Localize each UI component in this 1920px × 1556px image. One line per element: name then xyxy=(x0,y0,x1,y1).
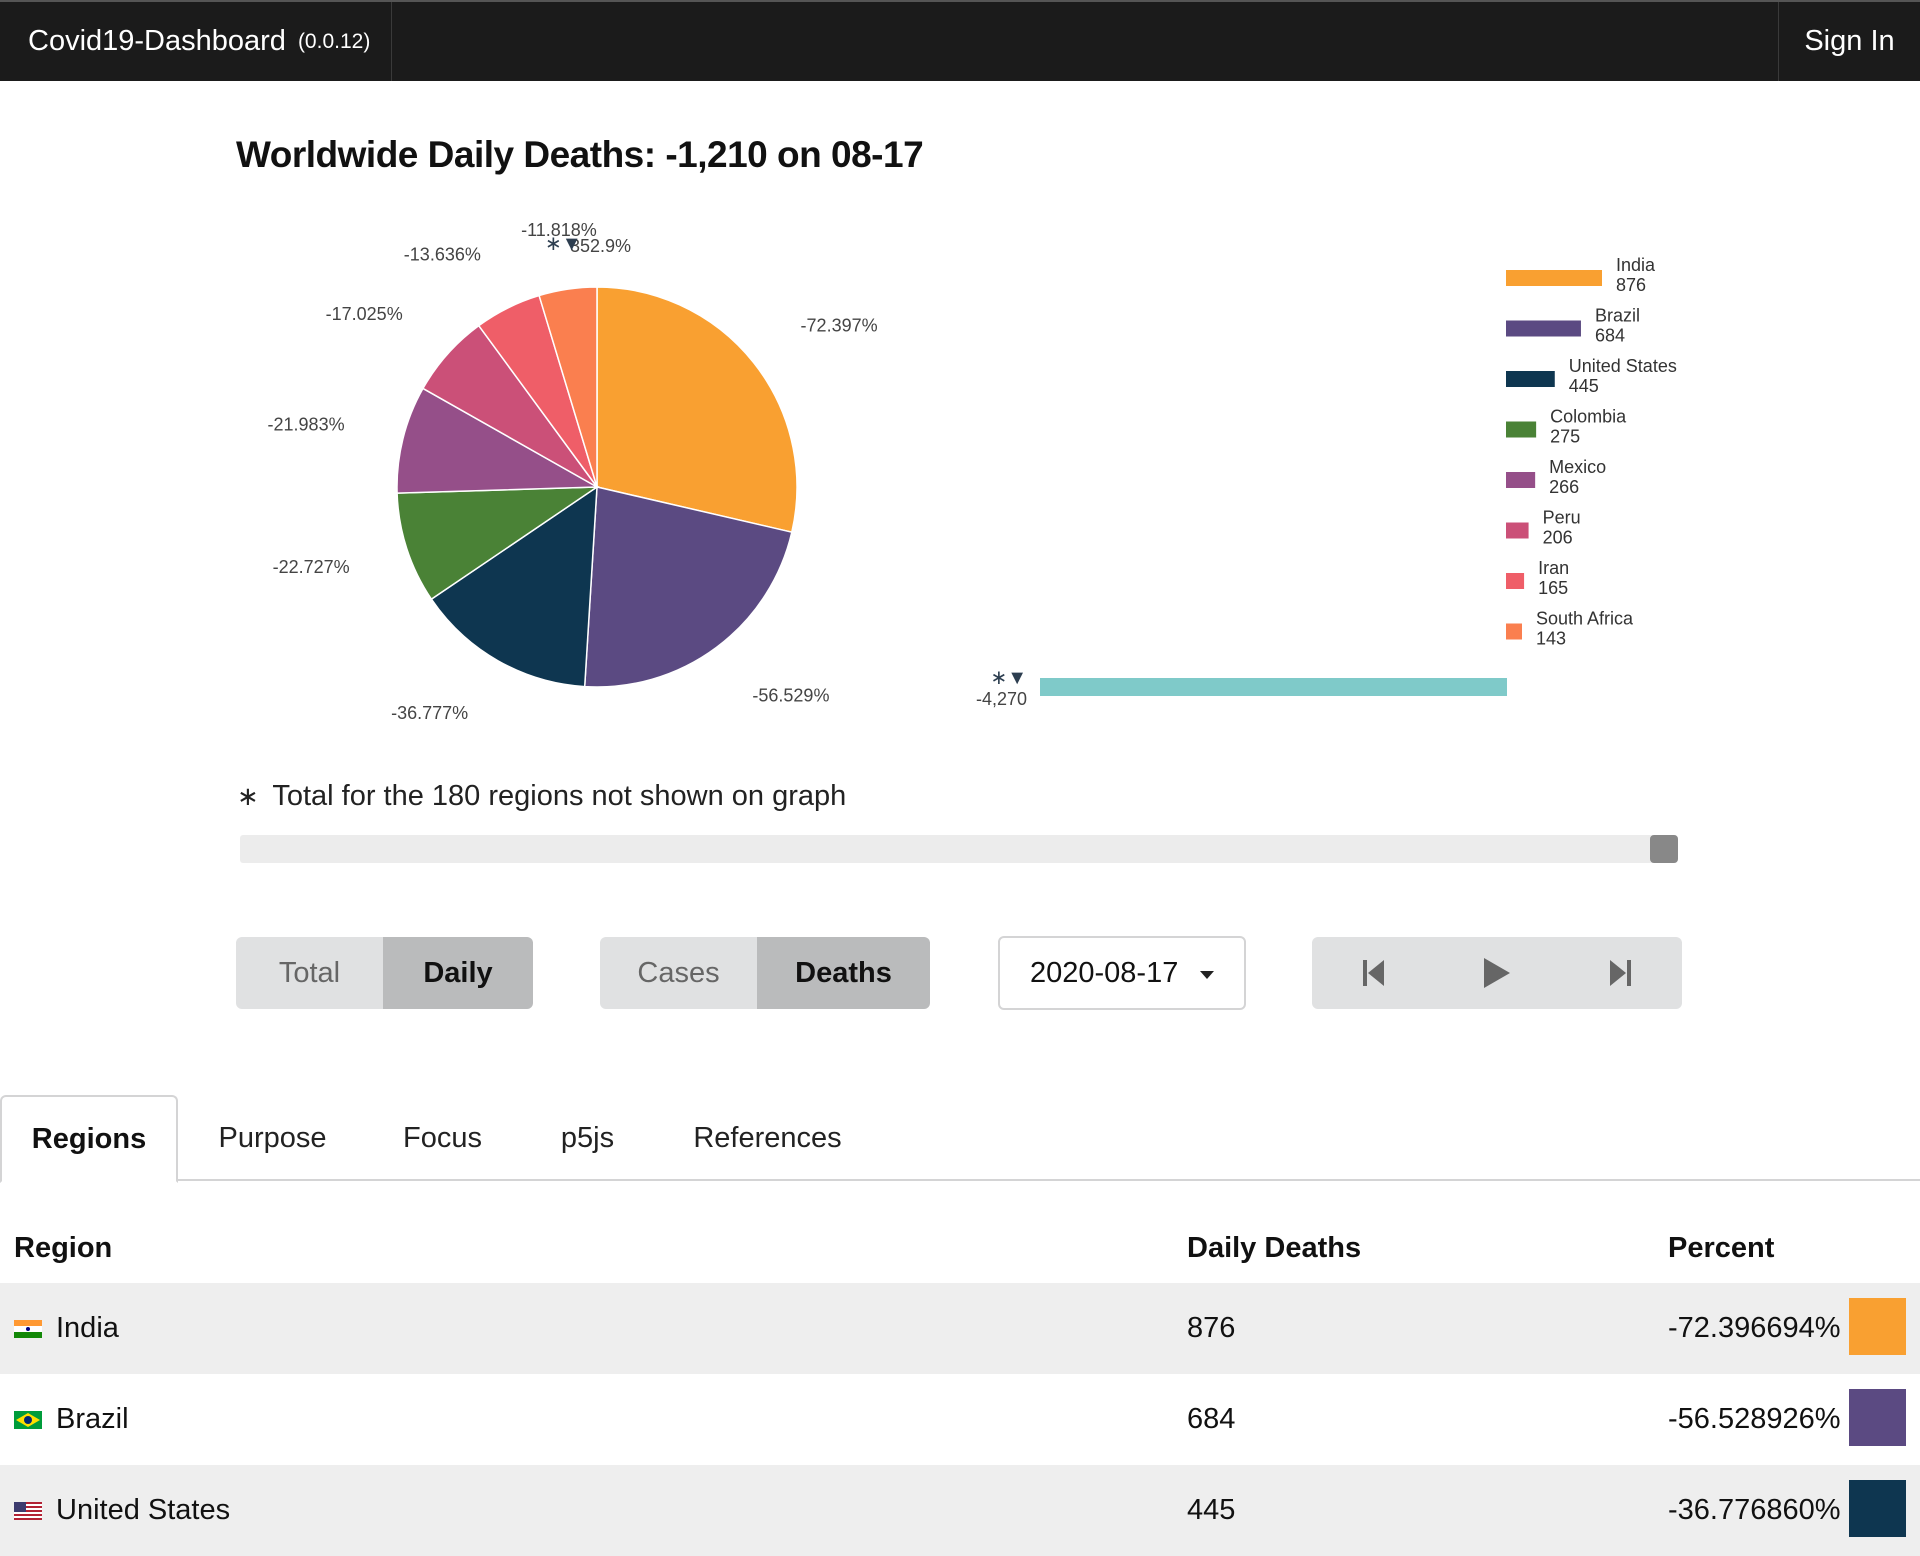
legend-value: 876 xyxy=(1616,275,1646,295)
footnote-text: Total for the 180 regions not shown on g… xyxy=(272,780,847,812)
region-name: India xyxy=(56,1312,119,1344)
pie-slice-colombia xyxy=(396,486,600,601)
chart-title: Worldwide Daily Deaths: -1,210 on 08-17 xyxy=(236,134,924,175)
slice-percent-label: -22.727% xyxy=(273,557,350,577)
total-button[interactable]: Total xyxy=(236,937,383,1009)
legend-swatch xyxy=(1506,371,1555,387)
pie-slice-brazil xyxy=(583,486,793,688)
top-navbar: Covid19-Dashboard (0.0.12) Sign In xyxy=(0,0,1920,81)
percent-value: -36.776860% xyxy=(1668,1494,1841,1526)
header-region[interactable]: Region xyxy=(14,1232,113,1264)
legend-swatch xyxy=(1506,522,1529,539)
metric-toggle: Cases Deaths xyxy=(600,937,930,1009)
daily-deaths-value: 684 xyxy=(1187,1403,1236,1435)
color-swatch xyxy=(1849,1389,1906,1446)
legend-swatch xyxy=(1506,421,1537,438)
legend-swatch xyxy=(1506,270,1602,286)
brazil-flag-icon xyxy=(14,1410,42,1429)
table-row[interactable]: India 876 -72.396694% xyxy=(0,1283,1920,1374)
pie-slice-india xyxy=(596,286,798,534)
india-flag-icon xyxy=(14,1319,42,1338)
pie-slice-united-states xyxy=(430,485,598,688)
daily-button[interactable]: Daily xyxy=(383,937,533,1009)
sign-in-button[interactable]: Sign In xyxy=(1778,2,1920,81)
playback-controls xyxy=(1312,937,1682,1009)
slice-percent-label: -13.636% xyxy=(404,244,481,264)
daily-deaths-value: 445 xyxy=(1187,1494,1236,1526)
legend-value: 445 xyxy=(1569,376,1599,396)
mode-toggle: Total Daily xyxy=(236,937,533,1009)
legend-name: India xyxy=(1616,255,1656,275)
deaths-button[interactable]: Deaths xyxy=(757,937,930,1009)
other-percent-label: 352.9% xyxy=(570,236,631,256)
legend-value: 206 xyxy=(1543,528,1573,548)
header-daily-deaths[interactable]: Daily Deaths xyxy=(1187,1232,1362,1264)
legend-swatch xyxy=(1506,320,1581,337)
pie-slice-south-africa xyxy=(538,286,598,488)
daily-deaths-value: 876 xyxy=(1187,1312,1236,1344)
other-bar-value: -4,270 xyxy=(976,689,1027,709)
other-regions-bar xyxy=(1040,678,1507,696)
legend-value: 143 xyxy=(1536,629,1566,649)
slice-percent-label: -36.777% xyxy=(391,703,468,723)
app-version: (0.0.12) xyxy=(297,29,371,53)
table-row[interactable]: United States 445 -36.776860% xyxy=(0,1465,1920,1556)
play-icon[interactable] xyxy=(1467,943,1527,1003)
tab-p5js[interactable]: p5js xyxy=(560,1121,615,1154)
tab-regions[interactable]: Regions xyxy=(0,1095,178,1183)
footnote: ∗ Total for the 180 regions not shown on… xyxy=(237,780,846,813)
color-swatch xyxy=(1849,1480,1906,1537)
slice-percent-label: -21.983% xyxy=(268,415,345,435)
legend-value: 266 xyxy=(1549,477,1579,497)
app-name: Covid19-Dashboard xyxy=(28,25,286,57)
tab-references[interactable]: References xyxy=(693,1121,842,1154)
legend-name: Mexico xyxy=(1549,457,1606,477)
tab-focus[interactable]: Focus xyxy=(403,1121,482,1154)
date-dropdown[interactable]: 2020-08-17 xyxy=(998,936,1246,1010)
legend-name: South Africa xyxy=(1536,609,1634,629)
percent-value: -72.396694% xyxy=(1668,1312,1841,1344)
legend-swatch xyxy=(1506,573,1525,589)
footnote-star: ∗ xyxy=(237,781,259,811)
pie-slice-mexico xyxy=(396,387,600,494)
header-percent[interactable]: Percent xyxy=(1668,1232,1775,1264)
legend-value: 684 xyxy=(1595,326,1625,346)
region-name: Brazil xyxy=(56,1403,129,1435)
legend-value: 275 xyxy=(1550,427,1580,447)
slice-percent-label: -72.397% xyxy=(801,315,878,335)
percent-value: -56.528926% xyxy=(1668,1403,1841,1435)
pie-chart: -72.397% -56.529% -36.777% -22.727% -21.983%… xyxy=(268,220,1677,723)
legend-name: Iran xyxy=(1538,558,1569,578)
region-name: United States xyxy=(56,1494,231,1526)
cases-button[interactable]: Cases xyxy=(600,937,757,1009)
caret-down-icon xyxy=(1200,971,1214,979)
app-brand[interactable]: Covid19-Dashboard (0.0.12) xyxy=(0,2,392,81)
date-value: 2020-08-17 xyxy=(1030,956,1179,989)
skip-back-icon[interactable] xyxy=(1344,943,1404,1003)
date-slider-thumb[interactable] xyxy=(1650,835,1678,863)
us-flag-icon xyxy=(14,1501,42,1520)
skip-forward-icon[interactable] xyxy=(1590,943,1650,1003)
legend-swatch xyxy=(1506,472,1536,488)
tab-bar: Regions Purpose Focus p5js References xyxy=(0,1095,1920,1183)
legend-name: Colombia xyxy=(1550,407,1627,427)
tab-purpose[interactable]: Purpose xyxy=(218,1121,327,1154)
slice-percent-label: -11.818% xyxy=(521,220,597,240)
slice-percent-label: -17.025% xyxy=(326,304,403,324)
legend-value: 165 xyxy=(1538,578,1568,598)
legend-swatch xyxy=(1506,623,1522,640)
other-bar-marker: ∗▼ xyxy=(990,667,1027,689)
color-swatch xyxy=(1849,1298,1906,1355)
legend-name: Peru xyxy=(1543,508,1581,528)
table-row[interactable]: Brazil 684 -56.528926% xyxy=(0,1374,1920,1465)
other-marker-label: ∗▼ xyxy=(545,233,582,255)
slice-percent-label: -56.529% xyxy=(752,685,829,705)
legend-name: United States xyxy=(1569,356,1677,376)
date-slider-track[interactable] xyxy=(240,835,1678,863)
legend-name: Brazil xyxy=(1595,306,1640,326)
